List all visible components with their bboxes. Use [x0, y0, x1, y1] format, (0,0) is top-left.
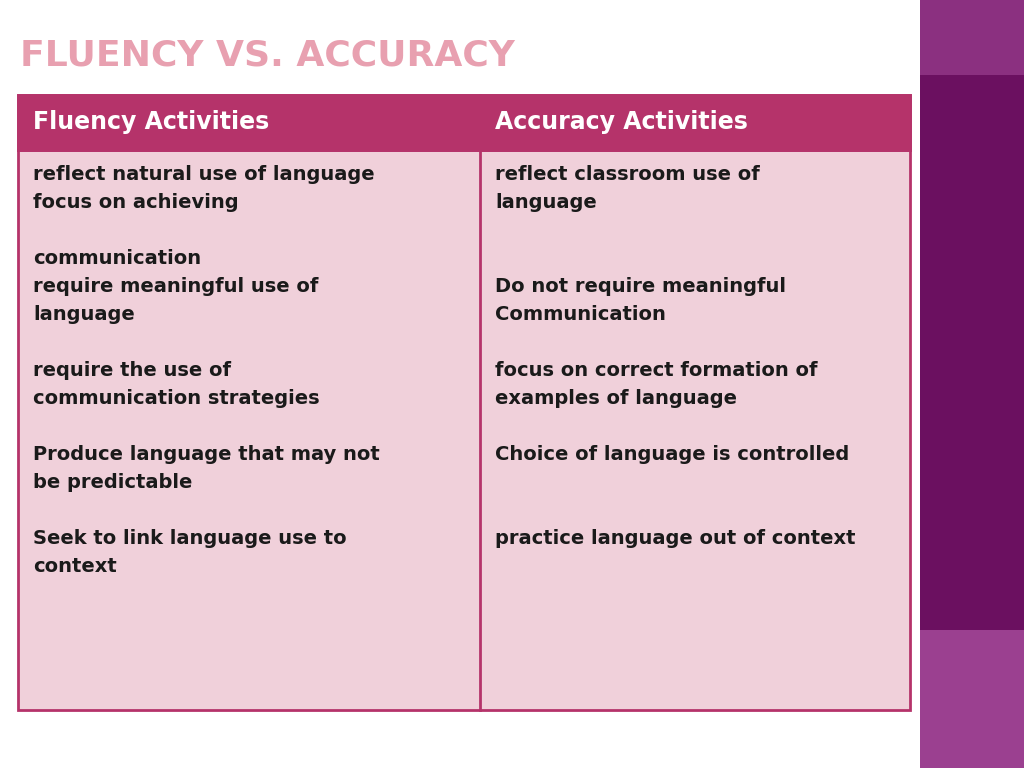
Bar [920, 95, 1024, 768]
Bar [18, 95, 910, 150]
Text: FLUENCY VS. ACCURACY: FLUENCY VS. ACCURACY [20, 38, 515, 72]
Text: reflect classroom use of
language


Do not require meaningful
Communication

foc: reflect classroom use of language Do not… [495, 165, 855, 548]
Bar [920, 0, 1024, 75]
Text: reflect natural use of language
focus on achieving

communication
require meanin: reflect natural use of language focus on… [33, 165, 380, 576]
Text: Fluency Activities: Fluency Activities [33, 111, 269, 134]
Bar [18, 95, 910, 710]
Text: Accuracy Activities: Accuracy Activities [495, 111, 748, 134]
Bar [920, 630, 1024, 768]
Bar [920, 0, 1024, 95]
